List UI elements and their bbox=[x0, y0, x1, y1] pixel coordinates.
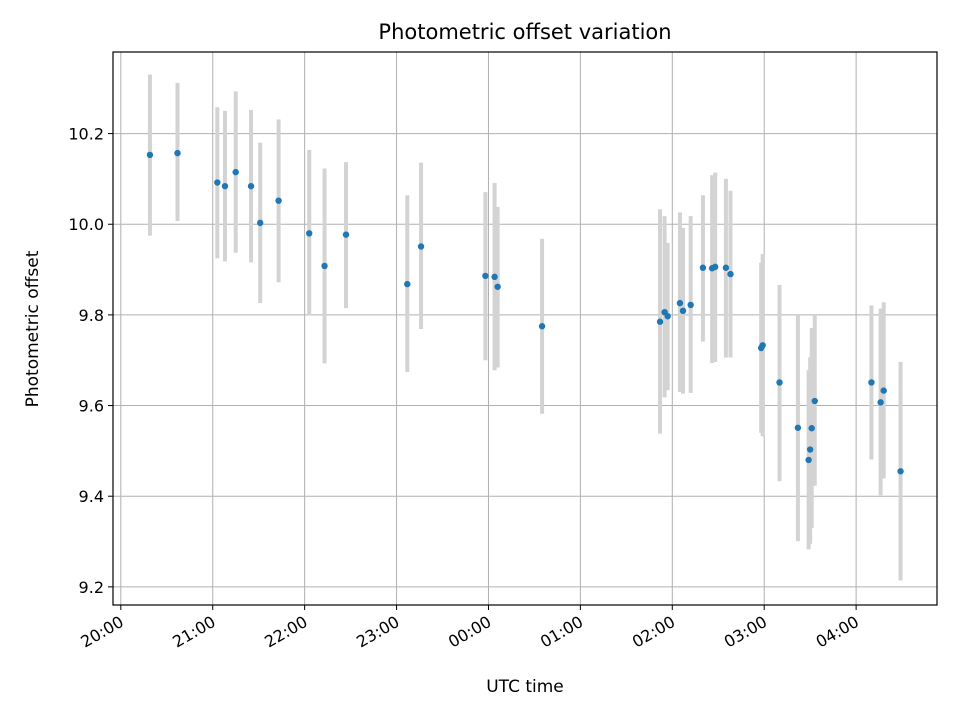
data-point bbox=[679, 307, 687, 315]
data-point bbox=[664, 313, 671, 320]
y-tick-label: 10.0 bbox=[68, 215, 104, 234]
data-point bbox=[494, 283, 501, 290]
data-point bbox=[257, 219, 264, 227]
x-tick-label: 21:00 bbox=[169, 612, 218, 652]
y-tick-label: 9.8 bbox=[79, 306, 104, 325]
data-point bbox=[538, 323, 546, 330]
y-axis-ticks: 9.2 9.4 9.6 9.8 10.0 10.2 bbox=[68, 125, 113, 597]
data-point bbox=[897, 468, 904, 475]
data-point bbox=[687, 301, 694, 309]
y-tick-label: 10.2 bbox=[68, 125, 104, 144]
data-point bbox=[811, 397, 818, 405]
data-point bbox=[759, 342, 766, 349]
data-point bbox=[808, 425, 815, 432]
data-point bbox=[656, 318, 664, 325]
data-point bbox=[805, 456, 812, 464]
data-point bbox=[868, 379, 875, 386]
y-tick-label: 9.2 bbox=[79, 578, 104, 597]
x-tick-label: 03:00 bbox=[721, 612, 770, 652]
data-point bbox=[404, 280, 411, 288]
data-point bbox=[221, 182, 229, 190]
x-axis-ticks: 20:00 21:00 22:00 23:00 00:00 01:00 02:00 03:00… bbox=[77, 605, 862, 652]
data-point bbox=[146, 151, 154, 159]
data-point bbox=[676, 299, 684, 307]
data-point bbox=[306, 230, 313, 237]
data-point bbox=[491, 273, 498, 281]
x-tick-label: 00:00 bbox=[445, 612, 494, 652]
data-point bbox=[699, 264, 707, 271]
data-point bbox=[711, 263, 719, 271]
data-point bbox=[880, 387, 887, 394]
data-point bbox=[722, 264, 730, 271]
y-tick-label: 9.4 bbox=[79, 487, 104, 506]
data-point bbox=[727, 270, 734, 278]
chart-title: Photometric offset variation bbox=[378, 20, 671, 44]
x-tick-label: 23:00 bbox=[353, 612, 402, 652]
data-point bbox=[232, 168, 239, 176]
data-point bbox=[417, 243, 425, 250]
data-point bbox=[247, 182, 255, 190]
data-point bbox=[794, 424, 802, 431]
data-point bbox=[877, 399, 884, 406]
data-point bbox=[806, 446, 814, 453]
x-axis-label: UTC time bbox=[486, 677, 564, 697]
data-point bbox=[275, 197, 282, 204]
x-tick-label: 04:00 bbox=[813, 612, 862, 652]
error-bars bbox=[147, 74, 903, 581]
data-point bbox=[776, 379, 783, 386]
data-point bbox=[321, 262, 328, 270]
data-points bbox=[146, 149, 904, 475]
plot-area-frame bbox=[112, 51, 938, 606]
x-tick-label: 01:00 bbox=[537, 612, 586, 652]
data-point bbox=[482, 272, 489, 280]
x-tick-label: 02:00 bbox=[629, 612, 678, 652]
data-point bbox=[174, 149, 181, 157]
data-point bbox=[342, 231, 350, 238]
x-tick-label: 22:00 bbox=[261, 612, 310, 652]
data-point bbox=[214, 179, 221, 186]
y-tick-label: 9.6 bbox=[79, 397, 104, 416]
y-axis-label: Photometric offset bbox=[23, 250, 43, 407]
x-tick-label: 20:00 bbox=[77, 612, 126, 652]
